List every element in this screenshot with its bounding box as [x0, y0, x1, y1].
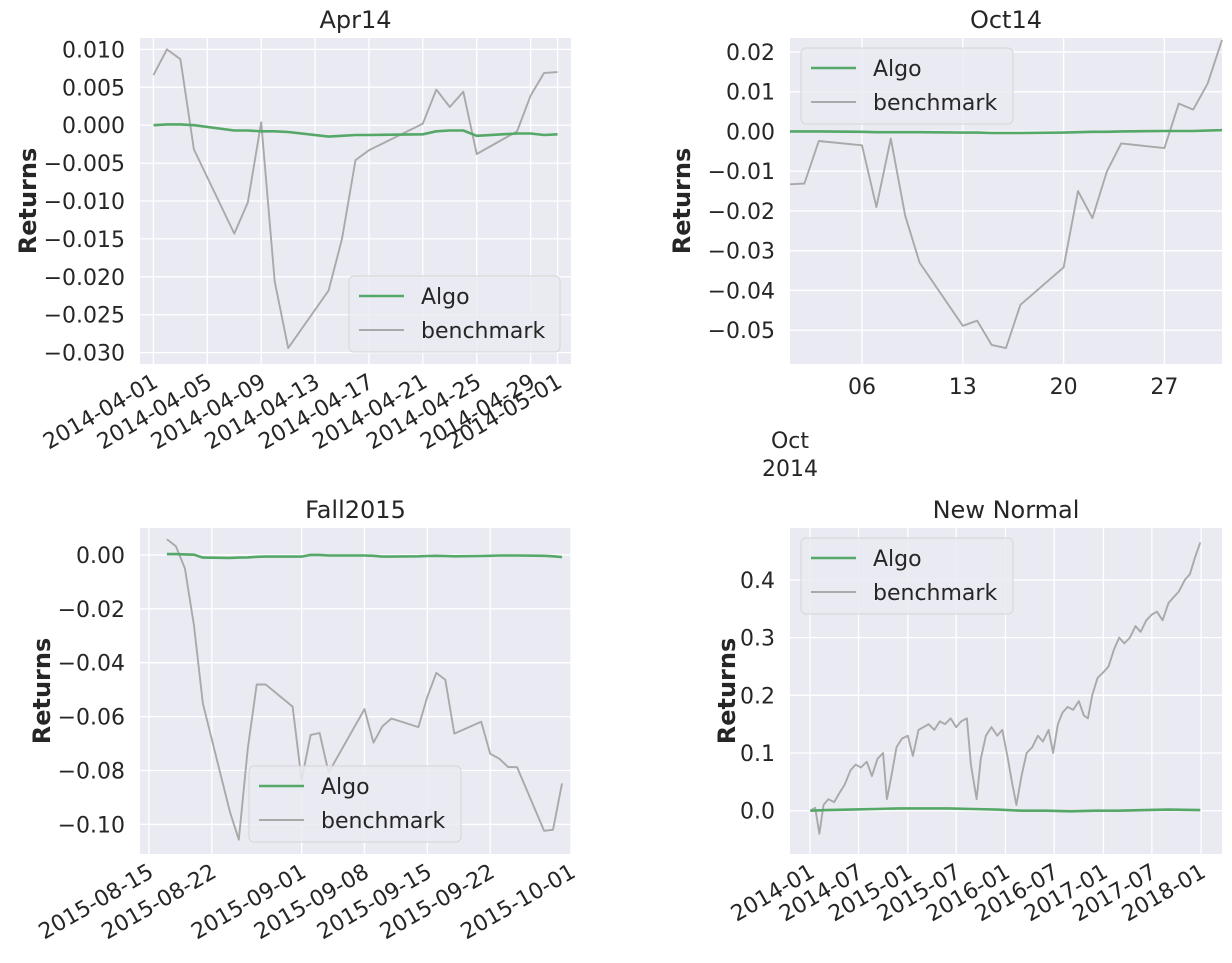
- y-tick-label: −0.02: [708, 200, 775, 225]
- y-tick-label: −0.015: [44, 228, 125, 253]
- x-axis-offset-label: Oct: [771, 429, 809, 454]
- series-line-benchmark: [152, 48, 558, 350]
- series-line-benchmark: [166, 538, 563, 841]
- y-tick-label: 0.0: [740, 800, 775, 825]
- y-tick-label: −0.03: [708, 240, 775, 265]
- y-tick-label: −0.005: [44, 152, 125, 177]
- series-line-algo: [810, 807, 1201, 813]
- subplot-title: Apr14: [319, 6, 391, 34]
- legend: Algo benchmark: [800, 537, 1014, 615]
- legend-label-benchmark: benchmark: [873, 581, 997, 606]
- y-axis-label: Returns: [713, 638, 741, 745]
- legend-label-algo: Algo: [321, 775, 370, 800]
- subplot-title: Fall2015: [305, 496, 406, 524]
- legend-label-algo: Algo: [873, 57, 922, 82]
- legend-label-benchmark: benchmark: [873, 91, 997, 116]
- legend-label-benchmark: benchmark: [321, 809, 445, 834]
- y-tick-label: 0.4: [740, 569, 775, 594]
- subplot-1: 0.010 0.005 0.000 −0.005 −0.010 −0.015 −0.020 −…: [14, 6, 571, 455]
- y-tick-label: −0.05: [708, 319, 775, 344]
- y-tick-label: −0.030: [44, 342, 125, 367]
- y-tick-label: 0.00: [726, 120, 775, 145]
- y-tick-label: −0.02: [58, 598, 125, 623]
- series-line-algo: [153, 123, 558, 138]
- legend: Algo benchmark: [248, 765, 462, 843]
- y-axis-label: Returns: [668, 148, 696, 255]
- legend-label-benchmark: benchmark: [421, 319, 545, 344]
- y-axis-label: Returns: [14, 148, 42, 255]
- y-tick-label: 0.2: [740, 684, 775, 709]
- legend-label-algo: Algo: [421, 285, 470, 310]
- series-line-algo: [790, 128, 1223, 135]
- y-tick-label: 0.02: [726, 41, 775, 66]
- legend: Algo benchmark: [800, 47, 1014, 125]
- series-line-benchmark: [789, 39, 1223, 350]
- x-tick-label: 06: [848, 375, 876, 400]
- subplot-2: 0.02 0.01 0.00 −0.01 −0.02 −0.03 −0.04 −0.05 06 1…: [668, 6, 1223, 482]
- y-tick-label: −0.010: [44, 190, 125, 215]
- subplot-title: New Normal: [933, 496, 1080, 524]
- y-tick-label: 0.000: [62, 114, 125, 139]
- x-tick-label: 27: [1150, 375, 1178, 400]
- y-tick-label: −0.025: [44, 304, 125, 329]
- y-tick-label: −0.01: [708, 160, 775, 185]
- y-tick-label: −0.020: [44, 266, 125, 291]
- y-tick-label: 0.1: [740, 742, 775, 767]
- y-tick-label: −0.10: [58, 813, 125, 838]
- legend: Algo benchmark: [348, 275, 561, 353]
- series-line-benchmark: [809, 542, 1202, 835]
- subplot-title: Oct14: [970, 6, 1042, 34]
- y-tick-label: −0.08: [58, 759, 125, 784]
- y-tick-label: −0.04: [708, 279, 775, 304]
- x-tick-label: 20: [1050, 375, 1078, 400]
- legend-label-algo: Algo: [873, 547, 922, 572]
- y-tick-label: −0.04: [58, 652, 125, 677]
- subplot-4: 0.40.30.20.10.02014-012014-072015-012015…: [713, 496, 1222, 927]
- subplot-3: 0.00−0.02−0.04−0.06−0.08−0.102015-08-152…: [28, 496, 580, 945]
- y-tick-label: 0.00: [76, 544, 125, 569]
- y-tick-label: −0.06: [58, 706, 125, 731]
- y-tick-label: 0.005: [62, 76, 125, 101]
- y-tick-label: 0.3: [740, 627, 775, 652]
- y-axis-label: Returns: [28, 638, 56, 745]
- x-axis-offset-label: 2014: [762, 457, 818, 482]
- y-tick-label: 0.01: [726, 81, 775, 106]
- x-tick-label: 13: [949, 375, 977, 400]
- y-tick-label: 0.010: [62, 38, 125, 63]
- series-line-algo: [166, 552, 563, 560]
